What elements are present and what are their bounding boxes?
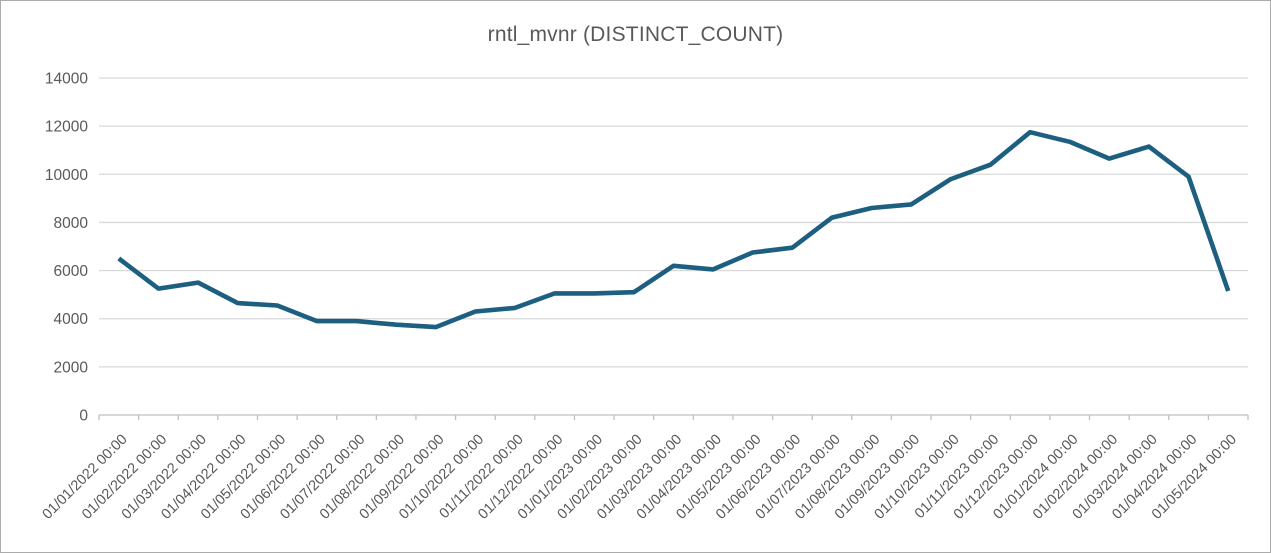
y-axis-label: 6000 — [54, 263, 89, 280]
y-axis-label: 8000 — [54, 215, 89, 232]
chart-title: rntl_mvnr (DISTINCT_COUNT) — [487, 23, 784, 46]
y-axis-label: 0 — [79, 408, 88, 425]
y-axis-label: 10000 — [45, 167, 88, 184]
data-line — [117, 129, 1231, 330]
y-axis-label: 2000 — [54, 359, 89, 376]
y-axis-label: 12000 — [45, 119, 88, 136]
y-axis-label: 4000 — [54, 311, 89, 328]
y-axis-label: 14000 — [45, 71, 88, 88]
